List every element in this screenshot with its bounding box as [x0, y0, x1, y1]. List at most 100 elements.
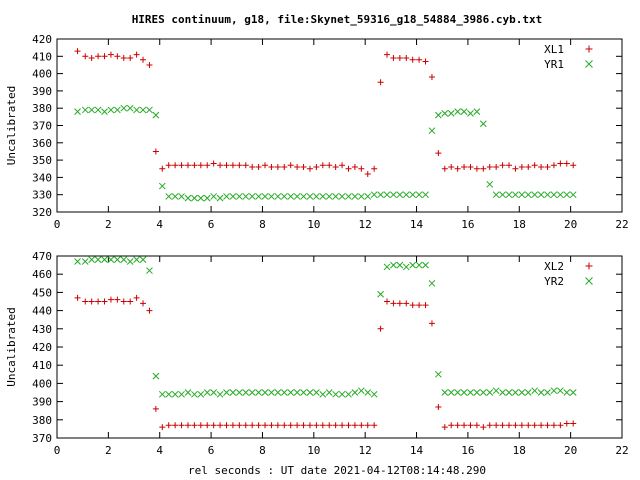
data-point-xl2: [140, 300, 147, 307]
data-point-yr2: [203, 389, 211, 396]
data-point-xl1: [255, 164, 262, 171]
data-point-yr1: [518, 191, 526, 199]
data-point-xl2: [351, 422, 358, 429]
data-point-xl2: [538, 422, 545, 429]
data-point-xl2: [563, 420, 570, 427]
data-point-yr1: [557, 191, 564, 199]
data-point-yr1: [512, 191, 519, 199]
data-point-xl1: [326, 162, 333, 169]
legend-marker: [585, 277, 593, 285]
plot-frame: [56, 38, 623, 213]
data-point-xl1: [441, 165, 448, 172]
panel-bottom: 370 380 390 400 410 420 430 440 450 460 470 0 2 4 6 8 10…: [5, 250, 629, 457]
data-point-yr2: [441, 389, 449, 396]
data-point-yr2: [255, 389, 262, 396]
data-point-xl1: [371, 165, 378, 172]
data-point-xl2: [255, 422, 262, 429]
data-point-yr2: [460, 389, 468, 396]
data-point-yr2: [537, 389, 545, 396]
data-point-yr2: [518, 389, 526, 396]
data-point-yr2: [325, 389, 333, 396]
data-point-yr1: [454, 108, 461, 116]
data-point-xl2: [422, 302, 429, 309]
y-tick-label: 370: [32, 432, 52, 445]
data-point-yr1: [171, 193, 179, 200]
data-point-yr1: [499, 191, 506, 199]
data-point-yr2: [197, 390, 205, 398]
data-point-xl2: [210, 422, 217, 429]
data-point-yr1: [338, 193, 346, 200]
series-xl1: [74, 48, 577, 177]
data-point-xl2: [223, 422, 230, 429]
data-point-yr1: [139, 106, 147, 114]
data-point-yr2: [370, 390, 378, 398]
data-point-xl2: [570, 420, 577, 427]
data-point-xl1: [493, 164, 500, 171]
data-point-xl1: [152, 148, 159, 155]
data-point-yr1: [287, 193, 295, 200]
data-point-yr1: [107, 106, 115, 114]
data-point-xl1: [191, 162, 198, 169]
data-point-xl2: [364, 422, 371, 429]
data-point-yr2: [447, 389, 455, 396]
data-point-yr1: [409, 191, 417, 199]
data-point-xl2: [409, 302, 416, 309]
data-point-xl2: [499, 422, 506, 429]
data-point-xl1: [319, 162, 326, 169]
data-point-yr2: [280, 389, 288, 396]
data-point-xl1: [390, 55, 397, 62]
x-tick-label: 16: [461, 444, 474, 457]
data-point-yr2: [74, 258, 81, 265]
data-point-yr1: [146, 106, 153, 114]
data-point-xl1: [461, 164, 468, 171]
data-point-yr2: [293, 389, 301, 396]
data-point-yr1: [537, 191, 545, 199]
data-point-yr1: [255, 193, 262, 200]
data-point-yr2: [544, 389, 551, 396]
data-point-yr2: [287, 389, 295, 396]
data-point-xl1: [416, 56, 423, 63]
data-point-yr1: [210, 193, 218, 200]
series-yr2: [74, 256, 577, 398]
data-point-xl2: [313, 422, 320, 429]
data-point-xl2: [101, 298, 108, 305]
legend-label: YR1: [544, 58, 564, 71]
data-point-yr2: [415, 261, 423, 269]
data-point-xl1: [236, 162, 243, 169]
data-point-xl2: [262, 422, 269, 429]
data-point-xl1: [114, 53, 121, 60]
data-point-xl1: [506, 162, 512, 169]
data-point-yr1: [492, 191, 500, 199]
data-point-xl1: [268, 164, 275, 171]
data-point-yr2: [107, 256, 115, 263]
data-point-xl2: [217, 422, 224, 429]
data-point-xl1: [377, 79, 384, 86]
data-point-yr2: [557, 387, 564, 395]
y-tick-label: 320: [32, 206, 52, 219]
data-point-xl1: [538, 164, 545, 171]
data-point-xl1: [550, 162, 557, 169]
data-point-yr1: [357, 193, 365, 200]
data-point-yr1: [550, 191, 558, 199]
data-point-yr1: [268, 193, 275, 200]
x-tick-label: 14: [410, 444, 424, 457]
data-point-yr2: [248, 389, 256, 396]
x-tick-label: 20: [564, 444, 577, 457]
data-point-xl1: [262, 162, 269, 169]
x-tick-label: 4: [156, 444, 163, 457]
data-point-xl1: [306, 165, 313, 172]
y-tick-label: 410: [32, 50, 52, 63]
data-point-xl1: [95, 53, 102, 60]
data-point-yr2: [402, 263, 410, 271]
data-point-xl2: [396, 300, 403, 307]
data-point-xl1: [518, 164, 525, 171]
data-point-yr2: [261, 389, 269, 396]
data-point-xl1: [107, 51, 114, 58]
data-point-xl1: [294, 164, 301, 171]
data-point-yr1: [133, 106, 140, 114]
data-point-xl1: [249, 164, 256, 171]
data-point-xl1: [88, 55, 95, 62]
data-point-yr2: [94, 256, 102, 263]
data-point-xl2: [480, 424, 487, 431]
